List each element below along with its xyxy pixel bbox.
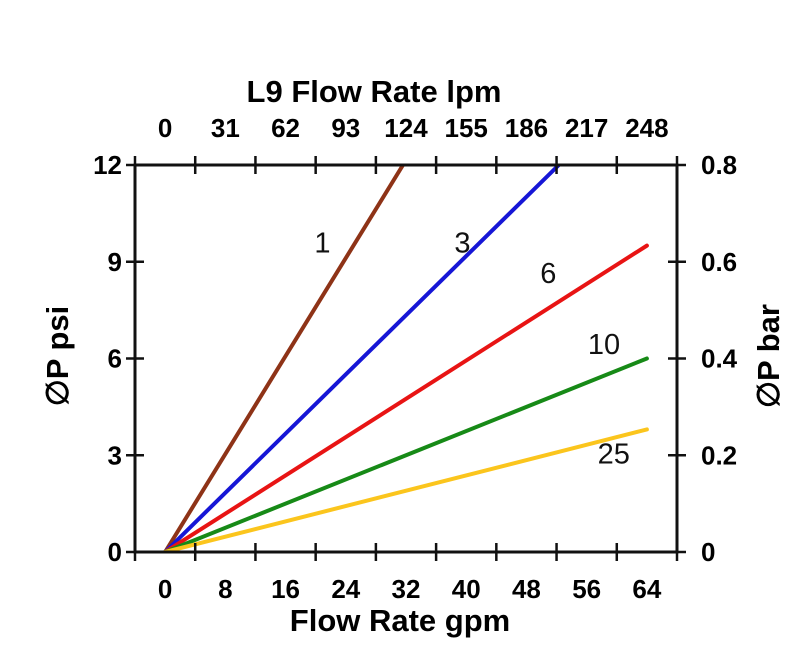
x-axis-bottom-tick-label: 64 xyxy=(632,574,661,604)
y-axis-left-tick-label: 3 xyxy=(108,440,122,470)
series-label-25: 25 xyxy=(598,439,630,471)
y-axis-label-left: ∅P psi xyxy=(40,306,75,407)
x-axis-top-tick-label: 124 xyxy=(384,113,428,143)
x-axis-top-tick-label: 186 xyxy=(505,113,548,143)
x-axis-top-tick-label: 155 xyxy=(445,113,488,143)
x-axis-bottom-tick-label: 8 xyxy=(218,574,232,604)
series-line-1 xyxy=(163,165,405,552)
x-axis-top-tick-label: 0 xyxy=(158,113,172,143)
axes-layer xyxy=(126,156,686,561)
series-layer xyxy=(163,165,649,552)
series-label-10: 10 xyxy=(588,329,620,361)
y-axis-right-tick-label: 0.6 xyxy=(701,247,737,277)
y-axis-right-tick-label: 0 xyxy=(701,537,715,567)
x-axis-top-tick-label: 248 xyxy=(625,113,668,143)
x-axis-top-tick-label: 93 xyxy=(331,113,360,143)
y-axis-left-tick-label: 12 xyxy=(93,150,122,180)
series-label-layer: 1 3 6 10 25 xyxy=(314,227,630,470)
series-line-6 xyxy=(163,243,649,552)
y-axis-left-tick-label: 0 xyxy=(108,537,122,567)
x-axis-top-tick-label: 31 xyxy=(211,113,240,143)
y-axis-label-right: ∅P bar xyxy=(751,304,786,408)
y-axis-right-tick-label: 0.8 xyxy=(701,150,737,180)
x-axis-bottom-tick-label: 0 xyxy=(158,574,172,604)
series-line-3 xyxy=(163,165,561,552)
series-label-1: 1 xyxy=(314,227,330,259)
x-axis-bottom-tick-label: 56 xyxy=(572,574,601,604)
x-axis-top-tick-label: 217 xyxy=(565,113,608,143)
series-label-3: 3 xyxy=(454,227,470,259)
x-axis-bottom-tick-label: 40 xyxy=(452,574,481,604)
series-line-10 xyxy=(163,356,649,552)
x-axis-label-bottom: Flow Rate gpm xyxy=(290,603,510,638)
x-axis-bottom-tick-label: 48 xyxy=(512,574,541,604)
x-axis-top-tick-label: 62 xyxy=(271,113,300,143)
chart-title: L9 Flow Rate lpm xyxy=(247,74,502,109)
series-line-25 xyxy=(163,427,649,552)
y-axis-right-tick-label: 0.2 xyxy=(701,440,737,470)
series-label-6: 6 xyxy=(540,258,556,290)
x-axis-bottom-tick-label: 32 xyxy=(392,574,421,604)
y-axis-left-tick-label: 6 xyxy=(108,344,122,374)
y-axis-left-tick-label: 9 xyxy=(108,247,122,277)
x-axis-bottom-tick-label: 24 xyxy=(331,574,360,604)
y-axis-right-tick-label: 0.4 xyxy=(701,344,738,374)
x-axis-bottom-tick-label: 16 xyxy=(271,574,300,604)
